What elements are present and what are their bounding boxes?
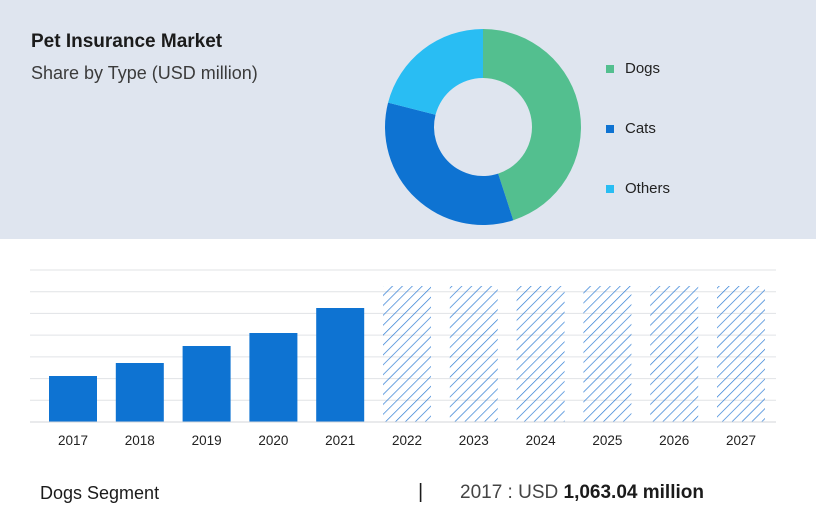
x-tick-label-2023: 2023: [459, 433, 489, 448]
forecast-bar-2023: [449, 286, 498, 422]
forecast-bar-2026: [650, 286, 699, 422]
x-tick-label-2022: 2022: [392, 433, 422, 448]
footer-value: 2017 : USD 1,063.04 million: [460, 482, 704, 504]
legend-item-dogs: Dogs: [606, 58, 726, 78]
footer-value-amount: 1,063.04 million: [563, 482, 704, 503]
x-tick-label-2026: 2026: [659, 433, 689, 448]
forecast-bar-2024: [516, 286, 565, 422]
x-tick-label-2020: 2020: [258, 433, 288, 448]
donut-slice-others: [388, 29, 483, 115]
forecast-bar-2025: [583, 286, 632, 422]
bar-2018: [115, 363, 164, 422]
page-subtitle: Share by Type (USD million): [31, 63, 258, 83]
forecast-bar-2022: [383, 286, 431, 422]
footer-divider: |: [418, 481, 424, 503]
x-tick-label-2024: 2024: [526, 433, 557, 448]
x-tick-label-2017: 2017: [58, 433, 88, 448]
chart-legend: Dogs Cats Others: [606, 58, 726, 208]
page-title: Pet Insurance Market: [31, 31, 223, 52]
footer-segment-label: Dogs Segment: [40, 483, 160, 503]
bar-2020: [249, 333, 298, 422]
donut-slice-cats: [385, 102, 514, 225]
x-tick-label-2021: 2021: [325, 433, 355, 448]
forecast-bar-2027: [717, 286, 765, 422]
bar-2017: [49, 376, 97, 422]
footer-year-label: 2017 : USD: [460, 482, 559, 503]
x-tick-label-2027: 2027: [726, 433, 756, 448]
x-tick-label-2018: 2018: [125, 433, 155, 448]
legend-label-dogs: Dogs: [625, 60, 661, 77]
bar-2019: [182, 346, 231, 422]
donut-chart: [385, 29, 581, 225]
legend-swatch-dogs: [606, 65, 614, 73]
bar-chart: 2017 2018 2019 2020 2021 2022 2023 2024 2025 2026…: [30, 269, 776, 448]
legend-item-others: Others: [606, 178, 726, 198]
x-tick-label-2019: 2019: [192, 433, 222, 448]
donut-slice-dogs: [483, 29, 581, 221]
legend-label-cats: Cats: [625, 120, 656, 137]
legend-swatch-others: [606, 185, 614, 193]
legend-item-cats: Cats: [606, 118, 726, 138]
bar-2021: [316, 308, 365, 422]
legend-label-others: Others: [625, 180, 671, 197]
x-tick-label-2025: 2025: [592, 433, 622, 448]
legend-swatch-cats: [606, 125, 614, 133]
